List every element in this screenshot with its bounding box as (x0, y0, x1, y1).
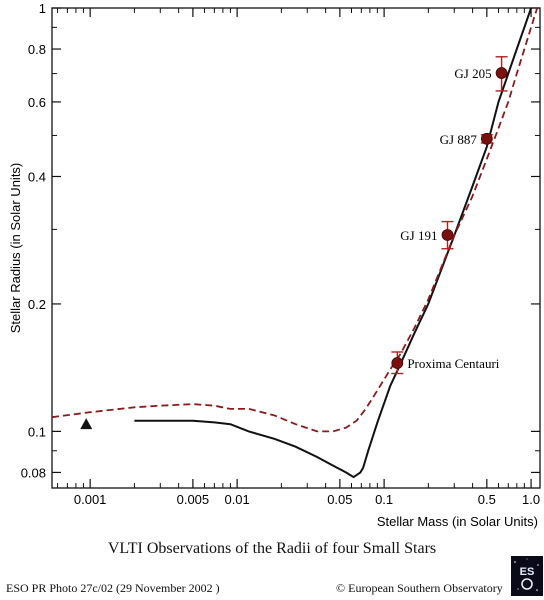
x-axis-label: Stellar Mass (in Solar Units) (377, 514, 538, 529)
copyright: © European Southern Observatory (336, 581, 503, 595)
y-tick-label: 0.1 (28, 424, 46, 439)
star-label: Proxima Centauri (407, 356, 499, 371)
y-tick-label: 1 (39, 1, 46, 16)
y-tick-label: 0.08 (21, 465, 46, 480)
x-axis: 0.001 0.005 0.01 0.05 0.1 0.5 1.0 (57, 8, 540, 507)
star-label: GJ 191 (400, 228, 437, 243)
y-tick-label: 0.4 (28, 169, 46, 184)
y-tick-label: 0.8 (28, 42, 46, 57)
x-tick-label: 1.0 (522, 492, 540, 507)
svg-text:ES: ES (520, 566, 535, 578)
data-points: Proxima Centauri GJ 191 GJ 887 GJ 205 (80, 56, 508, 430)
chart: 0.001 0.005 0.01 0.05 0.1 0.5 1.0 0.080.10.20.… (8, 1, 541, 529)
x-tick-label: 0.1 (375, 492, 393, 507)
x-tick-label: 0.01 (224, 492, 249, 507)
photo-credit: ESO PR Photo 27c/02 (29 November 2002 ) (6, 581, 220, 595)
star-point (391, 357, 404, 369)
chart-caption: VLTI Observations of the Radii of four S… (107, 540, 437, 557)
y-axis: 0.08 0.1 0.2 0.4 0.6 0.8 1 (21, 1, 540, 480)
model-line-solid (134, 8, 533, 479)
eso-logo: ES (511, 556, 543, 596)
x-tick-label: 0.001 (74, 492, 107, 507)
star-point (441, 229, 454, 241)
star-point (480, 132, 493, 145)
star-label: GJ 205 (454, 66, 491, 81)
star-label: GJ 887 (440, 132, 478, 147)
x-tick-label: 0.5 (478, 492, 496, 507)
triangle-marker (80, 418, 93, 430)
x-tick-label: 0.05 (327, 492, 352, 507)
y-axis-label: Stellar Radius (in Solar Units) (8, 163, 23, 334)
star-point (495, 67, 508, 79)
x-tick-label: 0.005 (177, 492, 210, 507)
y-tick-label: 0.6 (28, 95, 46, 110)
y-tick-label: 0.2 (28, 297, 46, 312)
plot-frame (51, 7, 541, 489)
